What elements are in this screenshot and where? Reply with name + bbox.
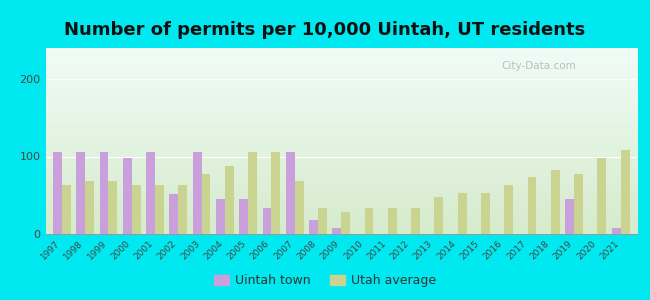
Bar bbox=[192, 152, 202, 234]
Bar bbox=[365, 208, 373, 234]
Bar bbox=[239, 199, 248, 234]
Bar bbox=[123, 158, 132, 234]
Bar bbox=[434, 197, 443, 234]
Bar bbox=[132, 185, 140, 234]
Bar bbox=[109, 181, 117, 234]
Text: City-Data.com: City-Data.com bbox=[501, 61, 576, 71]
Bar bbox=[294, 181, 304, 234]
Bar bbox=[566, 199, 574, 234]
Text: Number of permits per 10,000 Uintah, UT residents: Number of permits per 10,000 Uintah, UT … bbox=[64, 21, 586, 39]
Bar bbox=[318, 208, 327, 234]
Bar bbox=[99, 152, 109, 234]
Bar bbox=[146, 152, 155, 234]
Bar bbox=[309, 220, 318, 234]
Bar bbox=[481, 193, 490, 234]
Bar bbox=[170, 194, 178, 234]
Bar bbox=[178, 185, 187, 234]
Bar bbox=[202, 173, 211, 234]
Bar bbox=[504, 185, 513, 234]
Bar bbox=[225, 166, 233, 234]
Bar bbox=[216, 199, 225, 234]
Bar bbox=[332, 228, 341, 234]
Bar bbox=[341, 212, 350, 234]
Legend: Uintah town, Utah average: Uintah town, Utah average bbox=[210, 270, 440, 291]
Bar bbox=[458, 193, 467, 234]
Bar bbox=[528, 177, 536, 234]
Bar bbox=[155, 185, 164, 234]
Bar bbox=[411, 208, 420, 234]
Bar bbox=[263, 208, 272, 234]
Bar bbox=[76, 152, 85, 234]
Bar bbox=[551, 170, 560, 234]
Bar bbox=[272, 152, 280, 234]
Bar bbox=[53, 152, 62, 234]
Bar bbox=[286, 152, 294, 234]
Bar bbox=[62, 185, 71, 234]
Bar bbox=[621, 150, 630, 234]
Bar bbox=[574, 173, 583, 234]
Bar bbox=[85, 181, 94, 234]
Bar bbox=[248, 152, 257, 234]
Bar bbox=[597, 158, 606, 234]
Bar bbox=[388, 208, 396, 234]
Bar bbox=[612, 228, 621, 234]
